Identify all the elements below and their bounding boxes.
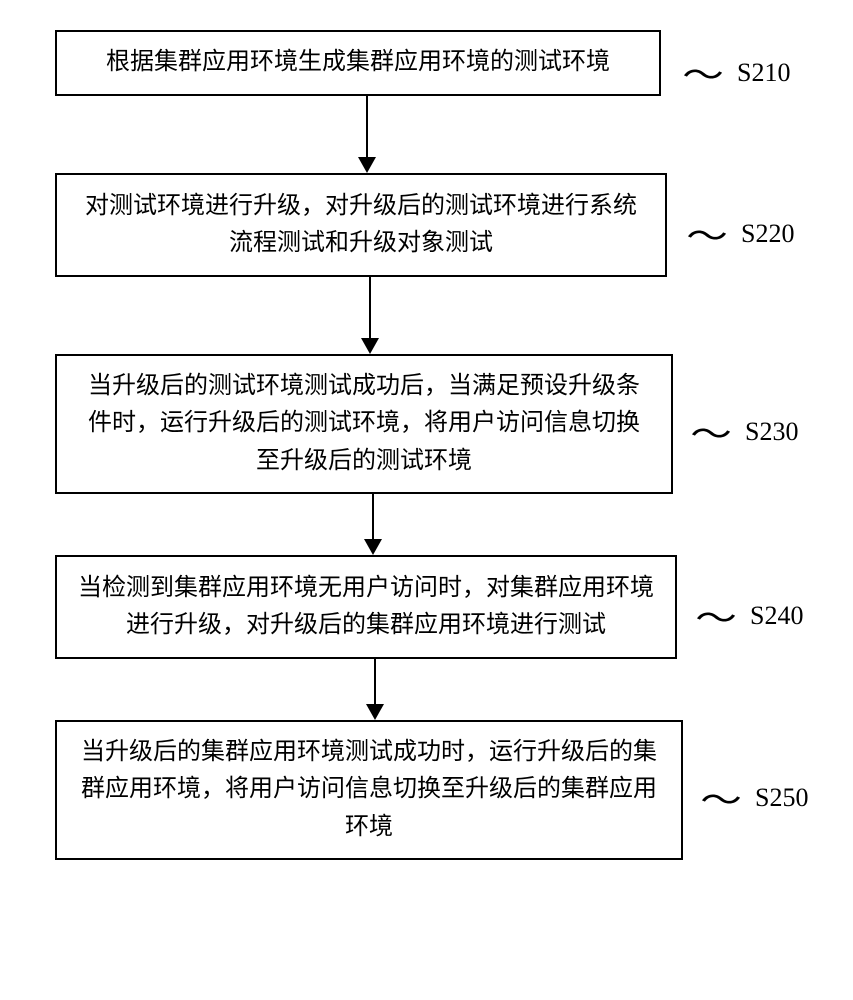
connector-tilde-icon: 〜 xyxy=(686,211,728,257)
arrow-head-icon xyxy=(358,157,376,173)
step-box-s230: 当升级后的测试环境测试成功后，当满足预设升级条件时，运行升级后的测试环境，将用户… xyxy=(55,354,673,494)
step-text: 当升级后的集群应用环境测试成功时，运行升级后的集群应用环境，将用户访问信息切换至… xyxy=(77,734,661,846)
step-label-group: 〜S250 xyxy=(705,775,808,821)
step-row-s230: 当升级后的测试环境测试成功后，当满足预设升级条件时，运行升级后的测试环境，将用户… xyxy=(55,354,775,494)
step-label: S210 xyxy=(737,58,790,88)
arrow-line xyxy=(366,96,368,158)
step-text: 根据集群应用环境生成集群应用环境的测试环境 xyxy=(106,44,610,81)
step-label-group: 〜S240 xyxy=(700,593,803,639)
step-text: 当升级后的测试环境测试成功后，当满足预设升级条件时，运行升级后的测试环境，将用户… xyxy=(77,368,651,480)
arrow-line xyxy=(369,277,371,339)
connector-tilde-icon: 〜 xyxy=(682,50,724,96)
step-text: 对测试环境进行升级，对升级后的测试环境进行系统流程测试和升级对象测试 xyxy=(77,188,645,262)
step-box-s220: 对测试环境进行升级，对升级后的测试环境进行系统流程测试和升级对象测试 xyxy=(55,173,667,277)
step-row-s210: 根据集群应用环境生成集群应用环境的测试环境〜S210 xyxy=(55,30,775,96)
arrow-line xyxy=(374,659,376,705)
connector-tilde-icon: 〜 xyxy=(700,775,742,821)
step-label: S240 xyxy=(750,601,803,631)
arrow-connector xyxy=(366,659,384,720)
step-text: 当检测到集群应用环境无用户访问时，对集群应用环境进行升级，对升级后的集群应用环境… xyxy=(77,570,655,644)
arrow-line xyxy=(372,494,374,540)
arrow-connector xyxy=(358,96,376,173)
flowchart-container: 根据集群应用环境生成集群应用环境的测试环境〜S210对测试环境进行升级，对升级后… xyxy=(55,30,775,860)
arrow-connector xyxy=(361,277,379,354)
arrow-head-icon xyxy=(364,539,382,555)
step-row-s240: 当检测到集群应用环境无用户访问时，对集群应用环境进行升级，对升级后的集群应用环境… xyxy=(55,555,775,659)
step-label-group: 〜S230 xyxy=(695,409,798,455)
connector-tilde-icon: 〜 xyxy=(695,593,737,639)
step-box-s210: 根据集群应用环境生成集群应用环境的测试环境 xyxy=(55,30,661,96)
step-row-s250: 当升级后的集群应用环境测试成功时，运行升级后的集群应用环境，将用户访问信息切换至… xyxy=(55,720,775,860)
step-row-s220: 对测试环境进行升级，对升级后的测试环境进行系统流程测试和升级对象测试〜S220 xyxy=(55,173,775,277)
arrow-head-icon xyxy=(366,704,384,720)
step-box-s250: 当升级后的集群应用环境测试成功时，运行升级后的集群应用环境，将用户访问信息切换至… xyxy=(55,720,683,860)
step-label: S220 xyxy=(741,219,794,249)
step-label: S230 xyxy=(745,417,798,447)
step-box-s240: 当检测到集群应用环境无用户访问时，对集群应用环境进行升级，对升级后的集群应用环境… xyxy=(55,555,677,659)
step-label: S250 xyxy=(755,783,808,813)
step-label-group: 〜S210 xyxy=(687,50,790,96)
connector-tilde-icon: 〜 xyxy=(690,409,732,455)
arrow-head-icon xyxy=(361,338,379,354)
arrow-connector xyxy=(364,494,382,555)
step-label-group: 〜S220 xyxy=(691,211,794,257)
